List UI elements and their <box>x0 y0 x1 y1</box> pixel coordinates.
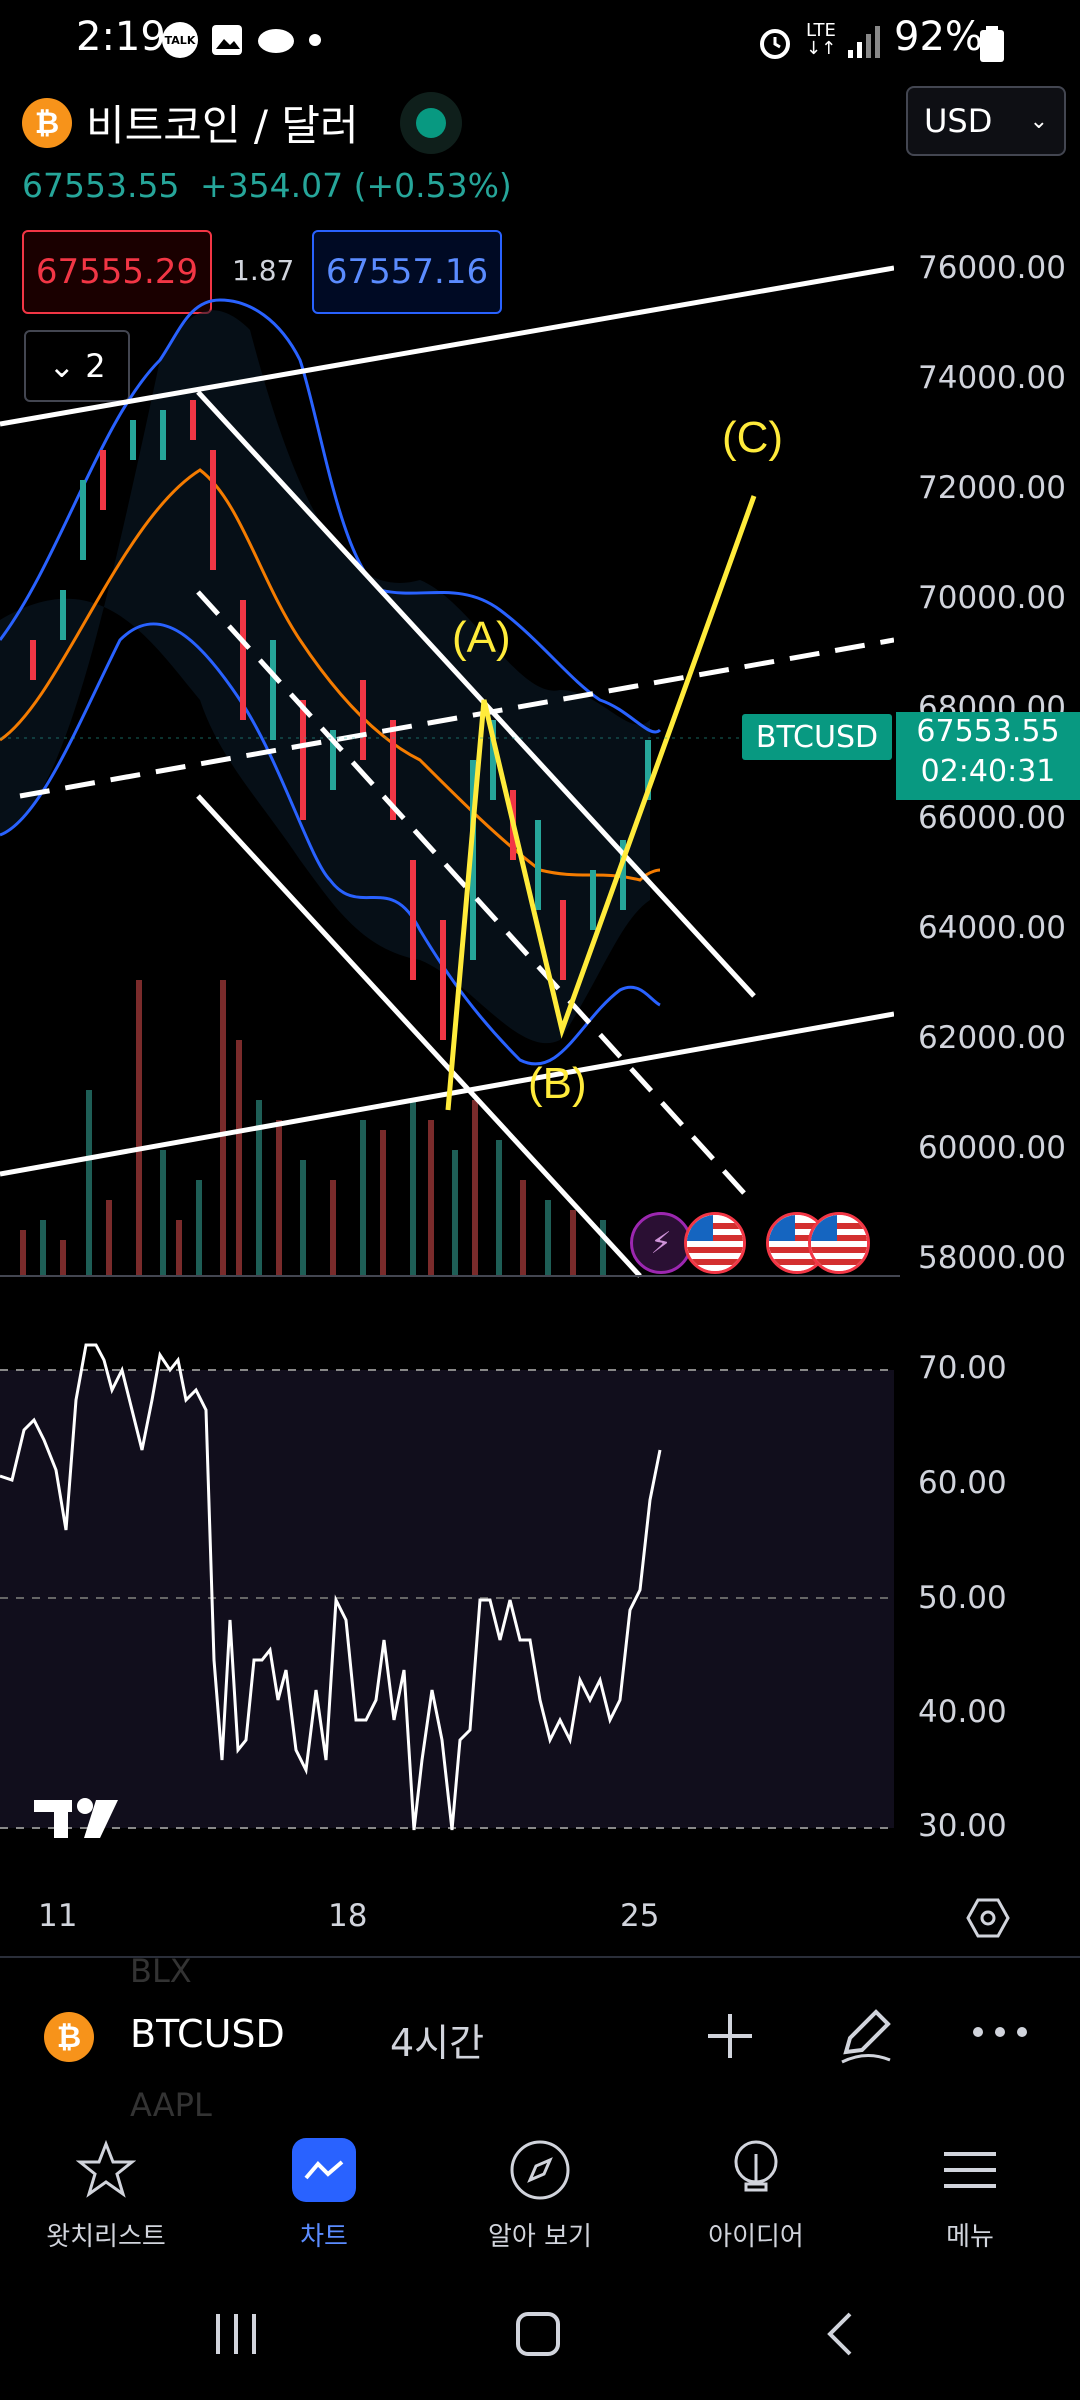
rsi-tick: 70.00 <box>918 1350 1007 1386</box>
symbol-selector[interactable]: BTCUSD <box>130 2012 285 2056</box>
dot-icon <box>309 34 321 46</box>
price-tick: 66000.00 <box>918 800 1066 836</box>
time-tick: 25 <box>620 1898 660 1934</box>
system-navigation <box>0 2268 1080 2400</box>
rsi-tick: 60.00 <box>918 1465 1007 1501</box>
currency-value: USD <box>924 102 993 140</box>
symbol-price-tag: BTCUSD <box>742 714 892 760</box>
price-change: +354.07 (+0.53%) <box>199 166 512 205</box>
more-icon[interactable] <box>972 2022 1028 2042</box>
price-tick: 58000.00 <box>918 1240 1066 1276</box>
btc-logo: ₿ <box>22 98 72 148</box>
time-tick: 18 <box>328 1898 368 1934</box>
price-change-line: 67553.55 +354.07 (+0.53%) <box>22 166 512 205</box>
ghost-symbol: BLX <box>130 1952 192 1990</box>
nav-watchlist[interactable]: 왓치리스트 <box>6 2138 206 2253</box>
menu-icon <box>938 2138 1002 2202</box>
alarm-icon <box>760 29 790 59</box>
indicators-count: 2 <box>85 347 106 385</box>
price-tick: 62000.00 <box>918 1020 1066 1056</box>
status-bar: 2:19 TALK LTE ↓↑ 92% <box>0 0 1080 84</box>
chart-icon <box>292 2138 356 2202</box>
lte-icon: LTE ↓↑ <box>806 20 837 59</box>
battery-icon <box>980 26 1004 62</box>
price-chart[interactable]: (A) (B) (C) <box>0 150 900 1280</box>
bollinger-lower <box>0 622 661 1066</box>
signal-icon <box>848 26 880 58</box>
currency-select[interactable]: USD ⌄ <box>906 86 1066 156</box>
nav-label: 알아 보기 <box>488 2222 592 2252</box>
dashed-midline <box>19 637 894 799</box>
lightbulb-icon <box>724 2138 788 2202</box>
price-tick: 60000.00 <box>918 1130 1066 1166</box>
price-tick: 74000.00 <box>918 360 1066 396</box>
star-icon <box>74 2138 138 2202</box>
rsi-tick: 50.00 <box>918 1580 1007 1616</box>
last-price-value: 67553.55 <box>916 714 1060 749</box>
wave-label-b: (B) <box>528 1059 587 1108</box>
last-price: 67553.55 <box>22 166 180 205</box>
talk-icon: TALK <box>162 22 198 58</box>
descending-channel-bottom <box>196 794 642 1278</box>
status-time: 2:19 <box>76 14 166 60</box>
nav-label: 아이디어 <box>708 2222 804 2252</box>
chevron-down-icon: ⌄ <box>1029 108 1048 134</box>
rsi-tick: 40.00 <box>918 1694 1007 1730</box>
cloud-icon <box>258 29 294 53</box>
notification-icons: TALK <box>162 22 322 58</box>
price-tick: 76000.00 <box>918 250 1066 286</box>
settings-icon[interactable] <box>966 1896 1010 1940</box>
draw-pencil-icon[interactable] <box>836 2006 896 2066</box>
nav-label: 메뉴 <box>946 2222 994 2252</box>
indicators-toggle[interactable]: ⌄ 2 <box>24 330 130 402</box>
battery-percent: 92% <box>894 14 983 60</box>
buy-button[interactable]: 67557.16 <box>312 230 502 314</box>
us-flag-event-icon[interactable] <box>808 1212 870 1274</box>
ghost-symbol: AAPL <box>130 2086 212 2124</box>
upper-channel-line <box>0 265 894 427</box>
recent-apps-icon[interactable] <box>212 2312 260 2356</box>
market-status-indicator[interactable] <box>400 92 462 154</box>
last-price-tag: 67553.55 02:40:31 <box>896 712 1080 800</box>
descending-channel-top <box>196 390 756 998</box>
spread-value: 1.87 <box>232 254 295 287</box>
lightning-event-icon[interactable]: ⚡ <box>630 1212 692 1274</box>
bar-countdown: 02:40:31 <box>920 754 1056 789</box>
add-icon[interactable] <box>704 2010 756 2062</box>
wave-label-a: (A) <box>452 613 511 662</box>
nav-chart[interactable]: 차트 <box>224 2138 424 2253</box>
price-tick: 64000.00 <box>918 910 1066 946</box>
back-icon[interactable] <box>822 2310 858 2358</box>
price-tick: 70000.00 <box>918 580 1066 616</box>
home-icon[interactable] <box>514 2310 562 2358</box>
nav-menu[interactable]: 메뉴 <box>870 2138 1070 2253</box>
rsi-line <box>0 1343 662 1831</box>
volume-bars <box>20 980 606 1275</box>
nav-explore[interactable]: 알아 보기 <box>440 2138 640 2253</box>
bollinger-upper <box>0 298 662 734</box>
price-candles <box>30 400 651 1040</box>
price-tick: 72000.00 <box>918 470 1066 506</box>
chevron-down-icon: ⌄ <box>48 347 76 385</box>
wave-label-c: (C) <box>722 413 783 462</box>
time-tick: 11 <box>38 1898 78 1934</box>
bottom-navigation: 왓치리스트 차트 알아 보기 아이디어 메뉴 <box>0 2118 1080 2268</box>
rsi-chart[interactable] <box>0 1280 900 1880</box>
us-flag-event-icon[interactable] <box>684 1212 746 1274</box>
tradingview-logo <box>34 1798 118 1838</box>
nav-label: 왓치리스트 <box>46 2222 166 2252</box>
rsi-tick: 30.00 <box>918 1808 1007 1844</box>
sell-button[interactable]: 67555.29 <box>22 230 212 314</box>
compass-icon <box>508 2138 572 2202</box>
interval-selector[interactable]: 4시간 <box>390 2021 485 2065</box>
symbol-title[interactable]: 비트코인 / 달러 <box>86 101 359 150</box>
nav-ideas[interactable]: 아이디어 <box>656 2138 856 2253</box>
btc-logo: ₿ <box>44 2012 94 2062</box>
abc-wave-line <box>445 495 757 1111</box>
nav-label: 차트 <box>300 2222 348 2252</box>
symbol-toolbar: BLX AAPL ₿ BTCUSD 4시간 <box>0 1952 1080 2124</box>
image-icon <box>212 25 242 55</box>
